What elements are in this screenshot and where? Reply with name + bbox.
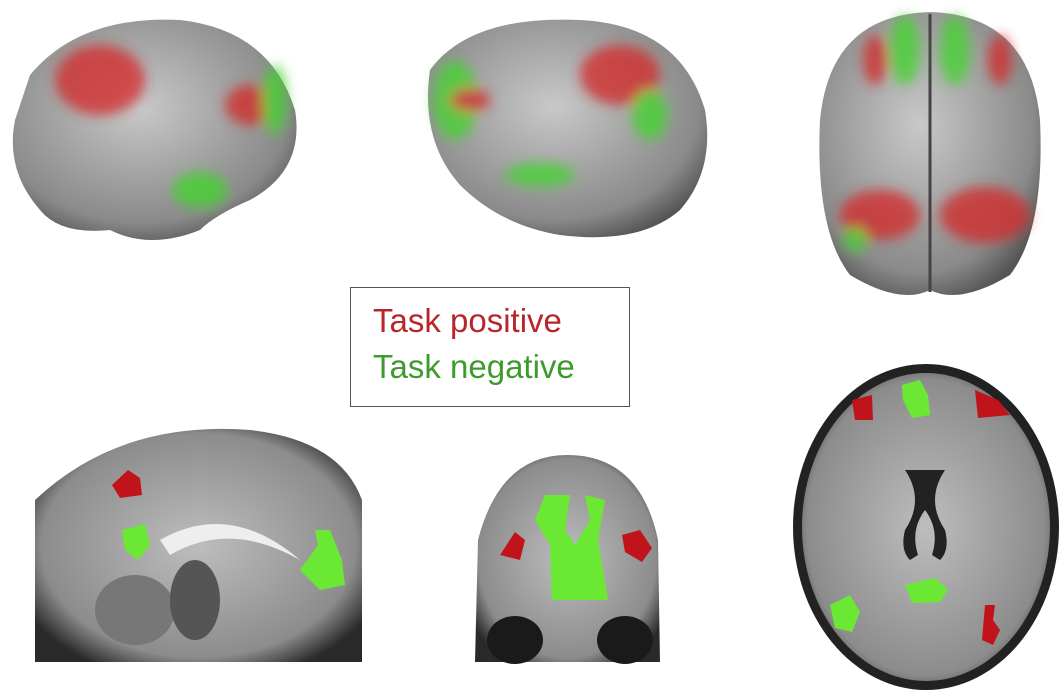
mri-axial [793,364,1059,690]
brain-dorsal [819,12,1041,295]
mri-sagittal [35,428,362,662]
brain-lateral-right [428,19,708,238]
legend-item: Task negative [373,348,575,385]
mri-coronal [475,455,660,664]
legend: Task positive Task negative [350,287,630,407]
brain-lateral-left [12,19,297,240]
legend-item: Task positive [373,302,562,339]
